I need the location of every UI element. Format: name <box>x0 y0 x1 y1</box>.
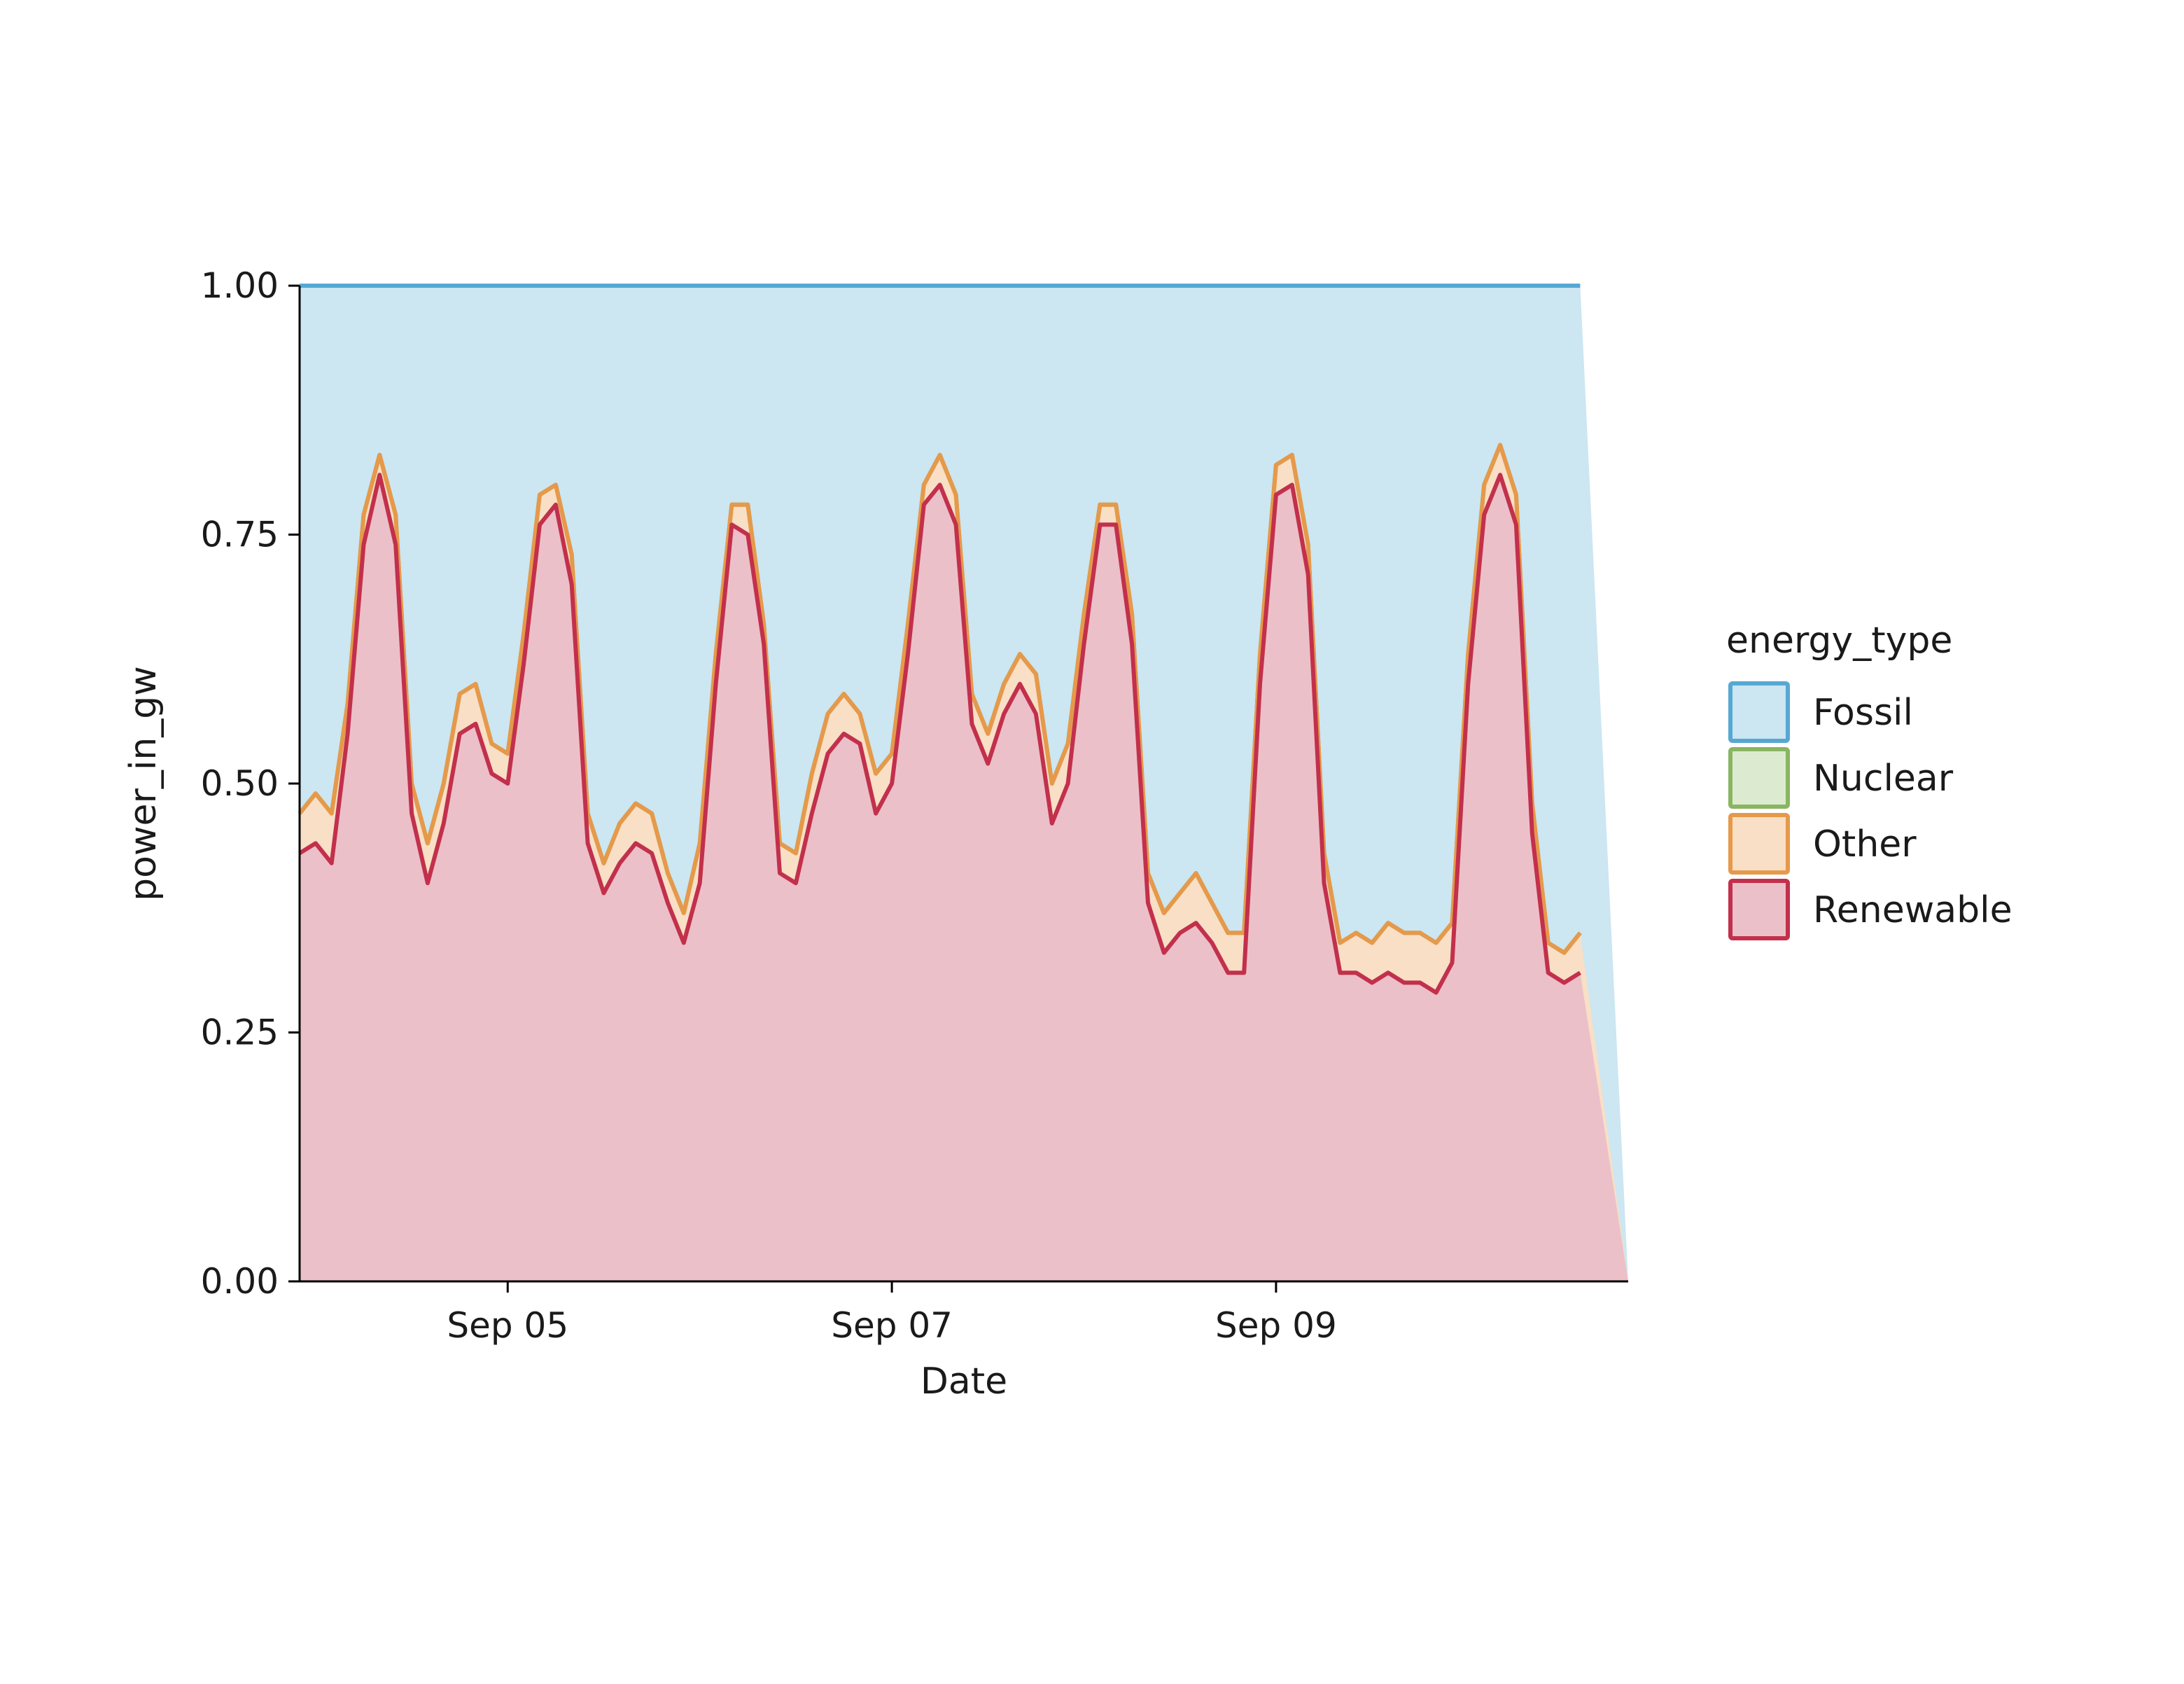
y-tick-label: 0.75 <box>201 515 279 555</box>
legend-swatch <box>1728 681 1790 743</box>
y-tick-label: 0.25 <box>201 1013 279 1053</box>
line-renewable <box>298 473 1581 995</box>
x-tick-label: Sep 05 <box>447 1305 568 1346</box>
x-tick-label: Sep 09 <box>1215 1305 1337 1346</box>
axes: 0.000.250.500.751.00 Sep 05 Sep 07 Sep 09 … <box>122 265 1628 1403</box>
x-axis-label: Date <box>920 1361 1007 1403</box>
area-layers <box>300 286 1628 1282</box>
legend-label: Renewable <box>1813 889 2012 931</box>
legend-swatch <box>1728 813 1790 875</box>
legend-swatch <box>1728 747 1790 809</box>
legend-entries: Fossil Nuclear Other Renewable <box>1728 681 2012 940</box>
y-tick-label: 1.00 <box>201 265 279 306</box>
series-lines <box>298 284 1582 995</box>
legend-title: energy_type <box>1726 620 1952 662</box>
legend-label: Other <box>1813 823 1917 865</box>
y-tick-label: 0.00 <box>201 1261 279 1302</box>
legend-item-nuclear: Nuclear <box>1728 747 1954 809</box>
y-axis-label: power_in_gw <box>122 666 164 901</box>
legend-label: Fossil <box>1813 692 1913 734</box>
area-renewable <box>300 475 1628 1282</box>
y-tick-label: 0.50 <box>201 763 279 804</box>
legend: energy_type Fossil Nuclear Other Renewable <box>1726 620 2012 940</box>
x-ticks: Sep 05 Sep 07 Sep 09 <box>447 1281 1337 1346</box>
legend-item-fossil: Fossil <box>1728 681 1913 743</box>
x-tick-label: Sep 07 <box>831 1305 953 1346</box>
legend-swatch <box>1728 879 1790 940</box>
line-other <box>298 443 1582 955</box>
legend-label: Nuclear <box>1813 758 1954 800</box>
legend-item-renewable: Renewable <box>1728 879 2012 940</box>
legend-item-other: Other <box>1728 813 1917 875</box>
y-ticks: 0.00 0.25 0.50 0.75 1.00 <box>201 265 300 1302</box>
